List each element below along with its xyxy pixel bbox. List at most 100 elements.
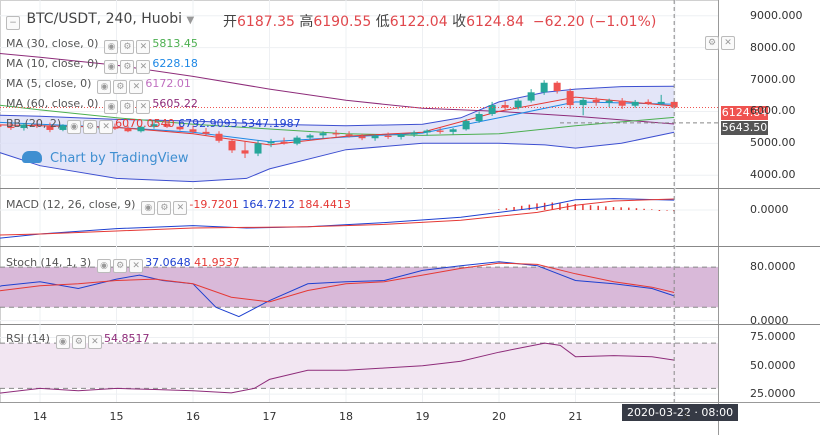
legend-bb-upper: 6792.9093 [178,117,238,130]
collapse-icon[interactable]: − [6,16,20,30]
rsi-band [0,343,718,389]
watermark-label: Chart by TradingView [50,151,189,166]
candle-body [59,125,67,130]
macd-histogram-bar [612,207,615,210]
close-icon[interactable]: ✕ [136,100,151,114]
legend-ma60[interactable]: MA (60, close, 0) ◉ ⚙ ✕ 5605.22 [6,97,198,114]
legend-ma5[interactable]: MA (5, close, 0) ◉ ⚙ ✕ 6172.01 [6,77,191,94]
macd-histogram-bar [582,204,584,210]
candle-body [631,101,639,106]
legend-macd[interactable]: MACD (12, 26, close, 9) ◉ ⚙ ✕ -19.7201 164.7… [6,198,351,215]
tradingview-watermark[interactable]: Chart by TradingView [22,151,188,166]
candle-body [475,114,483,122]
candle-body [202,131,210,134]
y-tick-label: 50.0000 [750,358,796,372]
eye-icon[interactable]: ◉ [104,40,119,54]
macd-signal-line [0,198,675,236]
macd-histogram-bar [498,209,500,210]
eye-icon[interactable]: ◉ [55,335,70,349]
gear-icon[interactable]: ⚙ [113,259,128,273]
macd-histogram-bar [620,207,622,210]
eye-icon[interactable]: ◉ [97,80,112,94]
legend-rsi-name: RSI (14) [6,332,50,345]
close-icon[interactable]: ✕ [136,40,151,54]
symbol-title[interactable]: − BTC/USDT, 240, Huobi ▼ [6,11,194,30]
ma-price-tag: 5643.50 [721,121,768,135]
macd-histogram-bar [536,203,538,210]
macd-histogram-bar [551,202,554,210]
legend-bb-name: BB (20, 2) [6,117,62,130]
gear-icon[interactable]: ⚙ [113,80,128,94]
gear-icon[interactable]: ⚙ [71,335,86,349]
low-label: 低 [375,14,390,30]
legend-stoch[interactable]: Stoch (14, 1, 3) ◉ ⚙ ✕ 37.0648 41.9537 [6,256,240,273]
legend-bb[interactable]: BB (20, 2) ◉ ⚙ ✕ 6070.0540 6792.9093 5347.19… [6,117,301,134]
eye-icon[interactable]: ◉ [104,100,119,114]
close-icon[interactable]: ✕ [136,60,151,74]
rsi-line [0,342,675,394]
stoch-d-line [0,262,675,303]
candle-body [241,150,249,154]
legend-ma10[interactable]: MA (10, close, 0) ◉ ⚙ ✕ 6228.18 [6,57,198,74]
y-tick-label: 80.0000 [750,260,796,274]
gear-icon[interactable]: ⚙ [157,201,172,215]
high-label: 高 [299,14,314,30]
x-tick-label: 19 [415,410,430,423]
close-icon[interactable]: ✕ [99,120,114,134]
legend-stoch-d: 41.9537 [194,256,240,269]
y-tick-label: 0.0000 [750,203,789,216]
y-tick-label: 4000.00 [750,168,796,182]
legend-ma60-value: 5605.22 [152,97,198,110]
candle-body [540,82,548,93]
candle-body [7,126,15,129]
close-icon[interactable]: ✕ [129,259,144,273]
y-tick-label: 9000.000 [750,8,803,22]
eye-icon[interactable]: ◉ [67,120,82,134]
candle-body [553,82,561,92]
close-icon[interactable]: ✕ [173,201,188,215]
gear-icon[interactable]: ⚙ [120,40,135,54]
gear-icon[interactable]: ⚙ [705,36,719,50]
bollinger-upper-line [0,85,675,127]
candle-body [644,101,652,104]
candle-body [176,126,184,130]
eye-icon[interactable]: ◉ [141,201,156,215]
candle-body [228,140,236,151]
macd-histogram-bar [643,208,645,210]
candle-body [189,129,197,132]
gear-icon[interactable]: ⚙ [83,120,98,134]
top-right-buttons: ⚙ ✕ [705,28,737,50]
gear-icon[interactable]: ⚙ [120,100,135,114]
macd-histogram-bar [605,206,607,210]
x-tick-label: 17 [262,410,277,423]
candle-body [33,124,41,127]
chevron-down-icon[interactable]: ▼ [186,15,195,26]
candle-body [319,133,327,136]
y-tick-label: 75.0000 [750,330,796,344]
candle-body [423,130,431,133]
macd-histogram-bar [658,210,661,211]
crosshair-time-label: 2020-03-22 · 08:00 [622,404,739,421]
close-icon[interactable]: ✕ [87,335,102,349]
close-icon[interactable]: ✕ [129,80,144,94]
gear-icon[interactable]: ⚙ [120,60,135,74]
last-price-tag: 6124.84 [721,106,768,120]
stoch-k-line [0,261,675,318]
close-icon[interactable]: ✕ [721,36,735,50]
legend-bb-lower: 5347.1987 [241,117,301,130]
close-label: 收 [452,14,467,30]
open-label: 开 [223,14,237,30]
macd-histogram-bar [520,205,523,210]
eye-icon[interactable]: ◉ [97,259,112,273]
legend-rsi[interactable]: RSI (14) ◉ ⚙ ✕ 54.8517 [6,332,149,349]
macd-histogram-bar [589,205,592,210]
x-tick-label: 18 [339,410,353,423]
eye-icon[interactable]: ◉ [104,60,119,74]
candle-body [20,124,28,129]
legend-ma30[interactable]: MA (30, close, 0) ◉ ⚙ ✕ 5813.45 [6,37,198,54]
candle-body [137,126,145,132]
y-tick-label: 5000.00 [750,136,796,150]
ohlc-readout: 开6187.35 高6190.55 低6122.04 收6124.84 −62.… [223,11,656,31]
x-tick-label: 3 [681,410,689,423]
